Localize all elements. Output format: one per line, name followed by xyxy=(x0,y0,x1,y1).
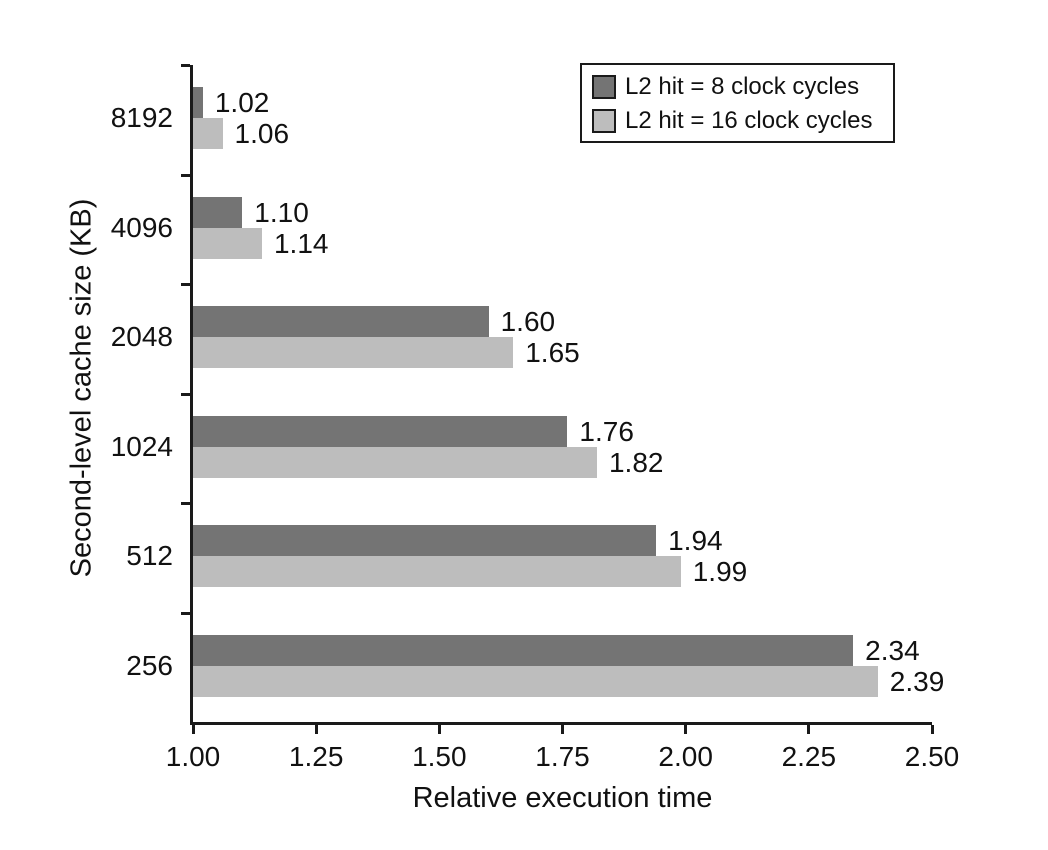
y-axis-line xyxy=(190,65,193,725)
bar-1024kb-series2 xyxy=(193,446,597,478)
bar-512kb-series1 xyxy=(193,525,657,556)
bar-256kb-series2 xyxy=(193,665,878,697)
bar-value-label: 1.99 xyxy=(692,556,748,587)
bar-value-label: 2.39 xyxy=(889,665,945,697)
x-axis-title: Relative execution time xyxy=(412,782,713,814)
y-tick-label: 8192 xyxy=(110,102,173,133)
y-tick-label: 512 xyxy=(126,540,173,571)
bar-value-label: 2.34 xyxy=(865,634,920,666)
x-tick-label: 1.50 xyxy=(412,741,467,772)
y-axis-tick xyxy=(181,173,190,177)
y-axis-tick xyxy=(181,611,190,615)
bar-value-label: 1.02 xyxy=(214,87,270,118)
bar-4096kb-series1 xyxy=(193,196,243,228)
y-axis-tick xyxy=(181,502,190,505)
y-axis-title: Second-level cache size (KB) xyxy=(65,198,98,578)
x-axis-tick xyxy=(684,725,688,734)
legend-label-series2: L2 hit = 16 clock cycles xyxy=(625,107,873,134)
bar-8192kb-series1 xyxy=(193,87,203,118)
bar-2048kb-series1 xyxy=(193,306,489,337)
y-axis-tick xyxy=(181,283,190,286)
bar-value-label: 1.76 xyxy=(579,415,634,447)
x-tick-label: 2.25 xyxy=(781,741,837,772)
x-axis-tick xyxy=(437,725,441,734)
x-tick-label: 2.50 xyxy=(904,741,960,772)
legend-item-series2: L2 hit = 16 clock cycles xyxy=(592,104,883,138)
bar-8192kb-series2 xyxy=(193,118,223,149)
x-tick-label: 2.00 xyxy=(658,741,713,772)
x-tick-label: 1.25 xyxy=(288,741,344,772)
legend-label-series1: L2 hit = 8 clock cycles xyxy=(625,73,860,100)
legend-item-series1: L2 hit = 8 clock cycles xyxy=(592,70,883,104)
x-axis-tick xyxy=(314,725,318,734)
bar-value-label: 1.06 xyxy=(234,118,290,149)
x-axis-tick xyxy=(807,725,811,734)
bar-2048kb-series2 xyxy=(193,337,514,368)
x-axis-line xyxy=(190,722,932,725)
legend: L2 hit = 8 clock cycles L2 hit = 16 cloc… xyxy=(580,63,895,143)
legend-swatch-light-icon xyxy=(592,109,616,133)
x-axis-tick xyxy=(561,725,564,734)
x-tick-label: 1.00 xyxy=(165,741,221,772)
y-tick-label: 4096 xyxy=(110,211,173,243)
y-axis-tick xyxy=(181,64,190,67)
x-axis-tick xyxy=(191,725,195,734)
bar-value-label: 1.65 xyxy=(525,337,580,368)
x-axis-tick xyxy=(930,725,934,734)
y-axis-tick xyxy=(181,392,190,396)
bar-value-label: 1.82 xyxy=(608,446,664,478)
bar-1024kb-series1 xyxy=(193,415,568,447)
legend-swatch-dark-icon xyxy=(592,75,616,99)
bar-value-label: 1.60 xyxy=(500,306,556,337)
bar-value-label: 1.14 xyxy=(273,227,329,259)
y-tick-label: 256 xyxy=(126,649,173,681)
bar-value-label: 1.10 xyxy=(254,196,309,228)
bar-4096kb-series2 xyxy=(193,227,262,259)
bar-value-label: 1.94 xyxy=(668,525,723,556)
bar-512kb-series2 xyxy=(193,556,681,587)
x-tick-label: 1.75 xyxy=(535,741,590,772)
y-tick-label: 2048 xyxy=(110,321,173,352)
bar-256kb-series1 xyxy=(193,634,854,666)
y-tick-label: 1024 xyxy=(110,430,173,462)
